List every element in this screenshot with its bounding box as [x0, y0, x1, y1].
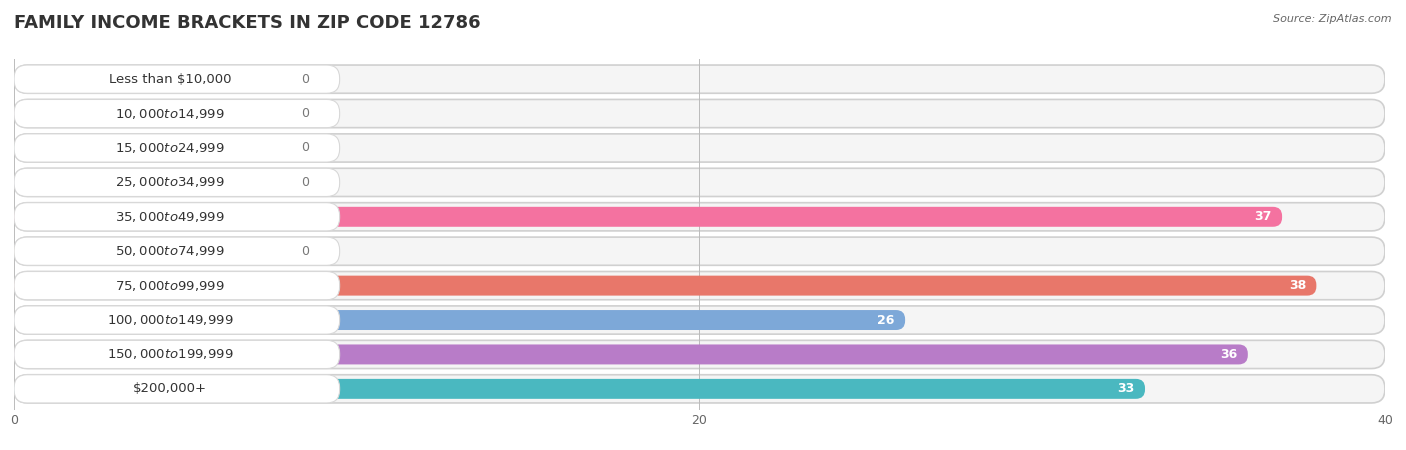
FancyBboxPatch shape — [14, 65, 340, 93]
FancyBboxPatch shape — [14, 99, 340, 128]
FancyBboxPatch shape — [14, 207, 1282, 227]
FancyBboxPatch shape — [14, 375, 340, 403]
Text: 38: 38 — [1289, 279, 1306, 292]
Text: Source: ZipAtlas.com: Source: ZipAtlas.com — [1274, 14, 1392, 23]
Text: 0: 0 — [301, 72, 309, 86]
Text: Less than $10,000: Less than $10,000 — [110, 72, 232, 86]
FancyBboxPatch shape — [14, 69, 291, 89]
FancyBboxPatch shape — [14, 306, 1385, 334]
Text: $150,000 to $199,999: $150,000 to $199,999 — [107, 347, 233, 361]
Text: 0: 0 — [301, 107, 309, 120]
FancyBboxPatch shape — [14, 271, 340, 300]
FancyBboxPatch shape — [14, 134, 1385, 162]
Text: 33: 33 — [1118, 382, 1135, 396]
Text: 0: 0 — [301, 176, 309, 189]
Text: $25,000 to $34,999: $25,000 to $34,999 — [115, 176, 225, 189]
FancyBboxPatch shape — [14, 340, 1385, 369]
Text: $200,000+: $200,000+ — [134, 382, 207, 396]
FancyBboxPatch shape — [14, 237, 1385, 266]
FancyBboxPatch shape — [14, 168, 340, 197]
Text: FAMILY INCOME BRACKETS IN ZIP CODE 12786: FAMILY INCOME BRACKETS IN ZIP CODE 12786 — [14, 14, 481, 32]
Text: $100,000 to $149,999: $100,000 to $149,999 — [107, 313, 233, 327]
FancyBboxPatch shape — [14, 310, 905, 330]
FancyBboxPatch shape — [14, 237, 340, 266]
FancyBboxPatch shape — [14, 202, 1385, 231]
Text: 0: 0 — [301, 141, 309, 154]
Text: $75,000 to $99,999: $75,000 to $99,999 — [115, 279, 225, 292]
Text: 37: 37 — [1254, 210, 1272, 223]
FancyBboxPatch shape — [14, 104, 291, 124]
FancyBboxPatch shape — [14, 375, 1385, 403]
Text: $50,000 to $74,999: $50,000 to $74,999 — [115, 244, 225, 258]
FancyBboxPatch shape — [14, 168, 1385, 197]
Text: $35,000 to $49,999: $35,000 to $49,999 — [115, 210, 225, 224]
Text: $15,000 to $24,999: $15,000 to $24,999 — [115, 141, 225, 155]
FancyBboxPatch shape — [14, 65, 1385, 93]
FancyBboxPatch shape — [14, 340, 340, 369]
Text: 26: 26 — [877, 314, 894, 327]
Text: 36: 36 — [1220, 348, 1237, 361]
FancyBboxPatch shape — [14, 202, 340, 231]
FancyBboxPatch shape — [14, 271, 1385, 300]
FancyBboxPatch shape — [14, 241, 291, 261]
Text: $10,000 to $14,999: $10,000 to $14,999 — [115, 107, 225, 121]
FancyBboxPatch shape — [14, 379, 1144, 399]
Text: 0: 0 — [301, 245, 309, 258]
FancyBboxPatch shape — [14, 138, 291, 158]
FancyBboxPatch shape — [14, 99, 1385, 128]
FancyBboxPatch shape — [14, 134, 340, 162]
FancyBboxPatch shape — [14, 172, 291, 192]
FancyBboxPatch shape — [14, 306, 340, 334]
FancyBboxPatch shape — [14, 344, 1249, 364]
FancyBboxPatch shape — [14, 276, 1316, 296]
